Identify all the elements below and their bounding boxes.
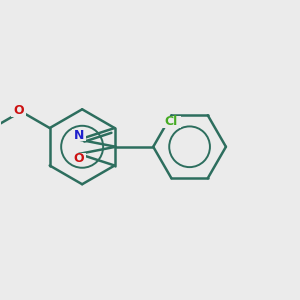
Text: O: O — [74, 152, 84, 165]
Text: O: O — [13, 104, 24, 117]
Text: N: N — [74, 129, 84, 142]
FancyBboxPatch shape — [162, 116, 181, 127]
FancyBboxPatch shape — [72, 129, 86, 141]
FancyBboxPatch shape — [11, 105, 26, 117]
FancyBboxPatch shape — [72, 153, 86, 164]
Text: Cl: Cl — [165, 115, 178, 128]
